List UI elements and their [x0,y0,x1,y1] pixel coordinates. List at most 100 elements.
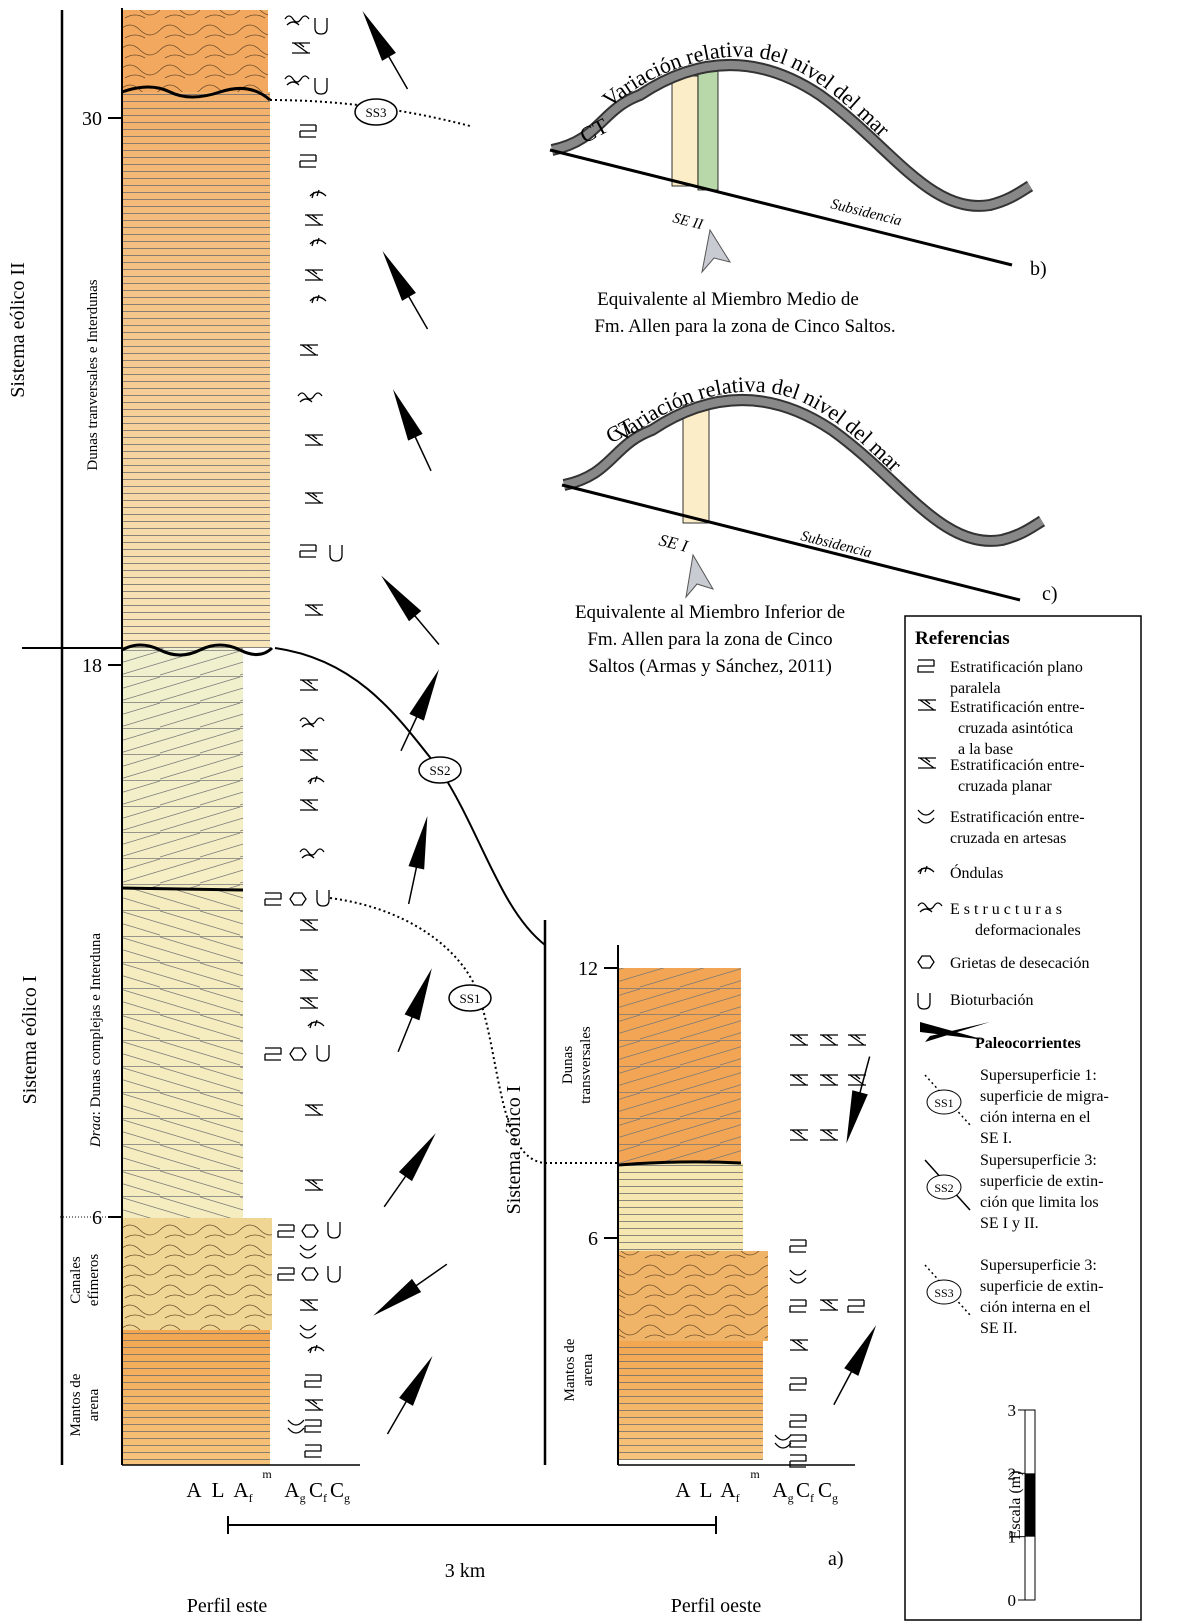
paleocurrent [378,1129,443,1212]
structure-symbol [300,970,318,980]
sequence-bar [672,76,698,186]
distance-label: 3 km [445,1560,486,1582]
structure-symbol [290,893,306,905]
structure-symbol [265,893,281,905]
grain-sub: g [300,1491,306,1505]
legend-text: Grietas de desecación [950,955,1089,972]
structure-symbol [278,1225,294,1237]
system-label: Sistema eólico I [503,1086,525,1215]
structure-symbol [775,1435,791,1448]
legend-badge-label: SS2 [934,1181,953,1195]
structure-symbol [278,1268,294,1280]
panel-label: c) [1042,583,1058,605]
grain-base: A [772,1478,788,1502]
legend-text: cruzada planar [958,778,1052,795]
grain-base: C [309,1478,323,1502]
pointer [686,555,713,597]
structure-symbol [288,1420,304,1433]
grain-base: C [330,1478,344,1502]
sequence-label: SE I [657,530,691,556]
structure-symbol [290,1048,306,1060]
facies-label: Draa: Dunas complejas e Interduna [88,933,104,1148]
structure-symbol [305,270,323,280]
panel-label: b) [1030,258,1047,280]
layer-texture [618,1341,763,1460]
paleocurrent [401,814,435,905]
structure-symbol [300,345,318,355]
grain-sub: g [788,1491,794,1505]
facies-label: arena [86,1388,102,1421]
structure-symbol [302,1268,318,1280]
profile-caption: Perfil oeste [671,1595,762,1617]
legend-text: cruzada asintótica [958,720,1073,737]
grain-base: C [796,1478,810,1502]
structure-symbol [317,890,329,906]
structure-symbol [315,78,327,94]
structure-symbol [305,1180,323,1190]
grain-sub: f [323,1491,327,1505]
structure-symbol [305,1420,321,1432]
grain-label: Cg [818,1478,838,1505]
structure-symbol [300,1325,316,1338]
facies-label: efímeros [86,1254,102,1307]
legend-text: SE I. [980,1130,1012,1147]
grain-base: A [233,1478,249,1502]
scale-tick-label: 2 [1008,1464,1017,1483]
legend-text: Supersuperficie 3: [980,1152,1097,1169]
structure-symbol [285,76,309,85]
layer-texture [122,92,270,648]
page: 30 18 6 Sistema eólico II Sistema eólico… [0,0,1182,1624]
structure-symbol [820,1300,838,1310]
legend-text: Estratificación entre- [950,699,1085,716]
paleocurrent [386,386,439,474]
grain-label: L [212,1478,225,1502]
layer-texture [618,1163,743,1251]
legend-text: superficie de extin- [980,1173,1104,1190]
legend-text: Supersuperficie 3: [980,1257,1097,1274]
structure-symbol [298,393,322,402]
structure-symbol [302,1225,318,1237]
paleocurrent-head [399,1129,443,1182]
structure-symbol [300,718,324,727]
legend-text: ción que limita los [980,1194,1099,1211]
sequence-bar [683,405,709,523]
paleocurrent-head [844,1322,883,1376]
structure-symbol [310,295,326,303]
grain-sub: f [810,1491,814,1505]
grain-label: Ag [772,1478,793,1505]
legend-text: ción interna en el [980,1299,1091,1316]
legend-text: deformacionales [975,922,1081,939]
grain-label: Ag [284,1478,305,1505]
structure-symbol [308,1345,324,1353]
facies-italic: Draa [88,1115,104,1148]
paleocurrent [375,570,445,649]
grain-sub: f [736,1491,740,1505]
grain-label: Cg [330,1478,350,1505]
structure-symbol [300,920,318,930]
structure-symbol [308,776,324,784]
paleocurrent-head [399,1352,439,1406]
caption-line: Saltos (Armas y Sánchez, 2011) [588,656,832,677]
facies-label: Canales [68,1256,84,1304]
structure-symbol [285,16,309,25]
subsidence-line [562,485,1020,600]
structure-symbol [330,545,342,561]
structure-symbol [790,1075,808,1085]
structure-symbol [300,545,316,557]
surface-label: SS3 [366,105,387,120]
grain-base: L [700,1478,713,1502]
facies-label: transversales [578,1026,594,1104]
structure-symbol [790,1378,806,1390]
subsidence-line [550,150,1012,265]
paleocurrent-head [375,570,421,621]
subsidence-label: Subsidencia [829,196,903,229]
structure-symbol [310,190,326,198]
sequence-label: SE II [671,210,705,233]
legend-text: Bioturbación [950,992,1034,1009]
scale-label: 18 [82,655,102,677]
legend-text: superficie de extin- [980,1278,1104,1295]
structure-symbol [790,1270,806,1283]
legend-text: Estratificación plano [950,659,1083,676]
system-label: Sistema eólico I [19,976,41,1105]
paleocurrent-head [369,1279,422,1323]
